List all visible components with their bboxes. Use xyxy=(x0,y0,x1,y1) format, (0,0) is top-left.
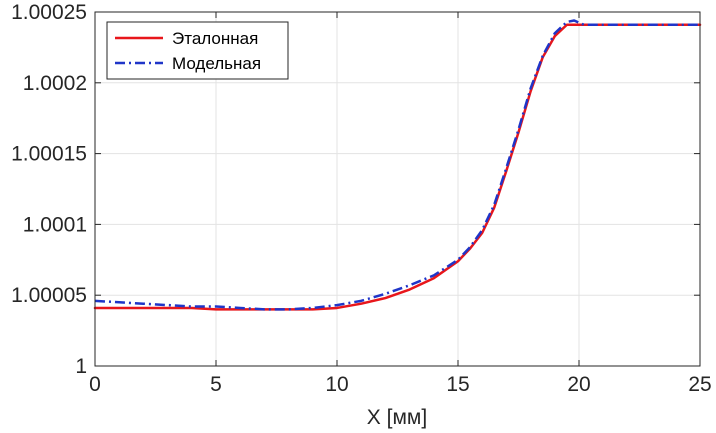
legend-box xyxy=(106,21,289,80)
y-tick-labels: 1 1.00005 1.0001 1.00015 1.0002 1.00025 xyxy=(11,1,87,378)
x-axis-title: X [мм] xyxy=(367,406,427,429)
x-tick-label: 15 xyxy=(446,373,469,396)
x-tick-label: 10 xyxy=(325,373,348,396)
series-lines xyxy=(93,19,702,311)
y-tick-label: 1.00025 xyxy=(11,1,87,24)
y-tick-label: 1.00005 xyxy=(11,284,87,307)
legend-label-reference: Эталонная xyxy=(172,29,258,48)
x-tick-label: 25 xyxy=(688,373,711,396)
legend-label-model: Модельная xyxy=(172,54,261,73)
y-tick-label: 1.0002 xyxy=(23,72,87,95)
series-line-model xyxy=(94,19,700,311)
plot-frame xyxy=(94,11,701,367)
x-tick-labels: 0 5 10 15 20 25 xyxy=(89,373,712,396)
legend: Эталонная Модельная xyxy=(106,21,289,80)
series-line-reference xyxy=(93,23,702,311)
y-tick-label: 1.0001 xyxy=(23,213,87,236)
x-tick-label: 20 xyxy=(567,373,590,396)
y-tick-label: 1 xyxy=(75,355,87,378)
y-tick-label: 1.00015 xyxy=(11,143,87,166)
axis-ticks xyxy=(94,11,701,367)
x-tick-label: 0 xyxy=(89,373,101,396)
x-tick-label: 5 xyxy=(210,373,222,396)
